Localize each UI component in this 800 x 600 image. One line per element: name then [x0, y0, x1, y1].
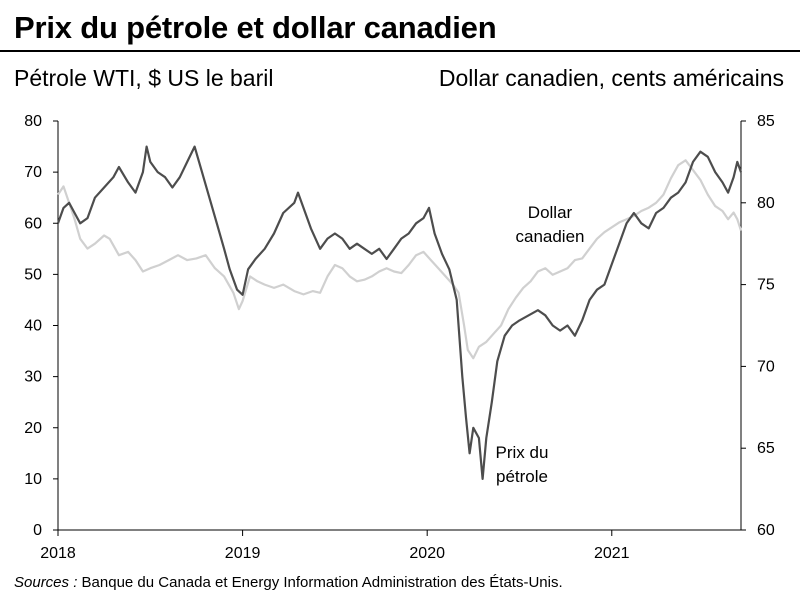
x-tick-label: 2018 — [40, 545, 76, 562]
source-text: Banque du Canada et Energy Information A… — [77, 574, 563, 591]
left-tick-label: 0 — [33, 522, 42, 539]
annotation-prix-du-petrole-line: pétrole — [496, 467, 548, 486]
annotation-dollar-canadien-line: Dollar — [528, 203, 573, 222]
left-axis-title: Pétrole WTI, $ US le baril — [14, 65, 274, 91]
x-tick-label: 2019 — [225, 545, 261, 562]
series-line-prix-du-petrole — [56, 145, 743, 480]
source-prefix: Sources : — [14, 574, 78, 591]
right-tick-label: 85 — [757, 113, 775, 130]
right-tick-label: 60 — [757, 522, 775, 539]
x-tick-label: 2021 — [594, 545, 630, 562]
left-tick-label: 10 — [24, 471, 42, 488]
left-tick-label: 30 — [24, 369, 42, 386]
left-tick-label: 80 — [24, 113, 42, 130]
source-note: Sources : Banque du Canada et Energy Inf… — [14, 574, 563, 591]
right-axis-title: Dollar canadien, cents américains — [438, 65, 784, 91]
left-tick-label: 20 — [24, 420, 42, 437]
annotation-dollar-canadien-line: canadien — [515, 227, 584, 246]
left-tick-label: 50 — [24, 266, 42, 283]
series-line-dollar-canadien — [57, 159, 743, 360]
chart-title: Prix du pétrole et dollar canadien — [14, 10, 497, 45]
left-tick-label: 70 — [24, 164, 42, 181]
right-tick-label: 75 — [757, 277, 775, 294]
right-tick-label: 80 — [757, 195, 775, 212]
right-tick-label: 65 — [757, 440, 775, 457]
right-tick-label: 70 — [757, 358, 775, 375]
annotation-prix-du-petrole-line: Prix du — [496, 443, 549, 462]
left-tick-label: 40 — [24, 318, 42, 335]
title-divider — [0, 50, 800, 52]
left-tick-label: 60 — [24, 215, 42, 232]
x-tick-label: 2020 — [409, 545, 445, 562]
